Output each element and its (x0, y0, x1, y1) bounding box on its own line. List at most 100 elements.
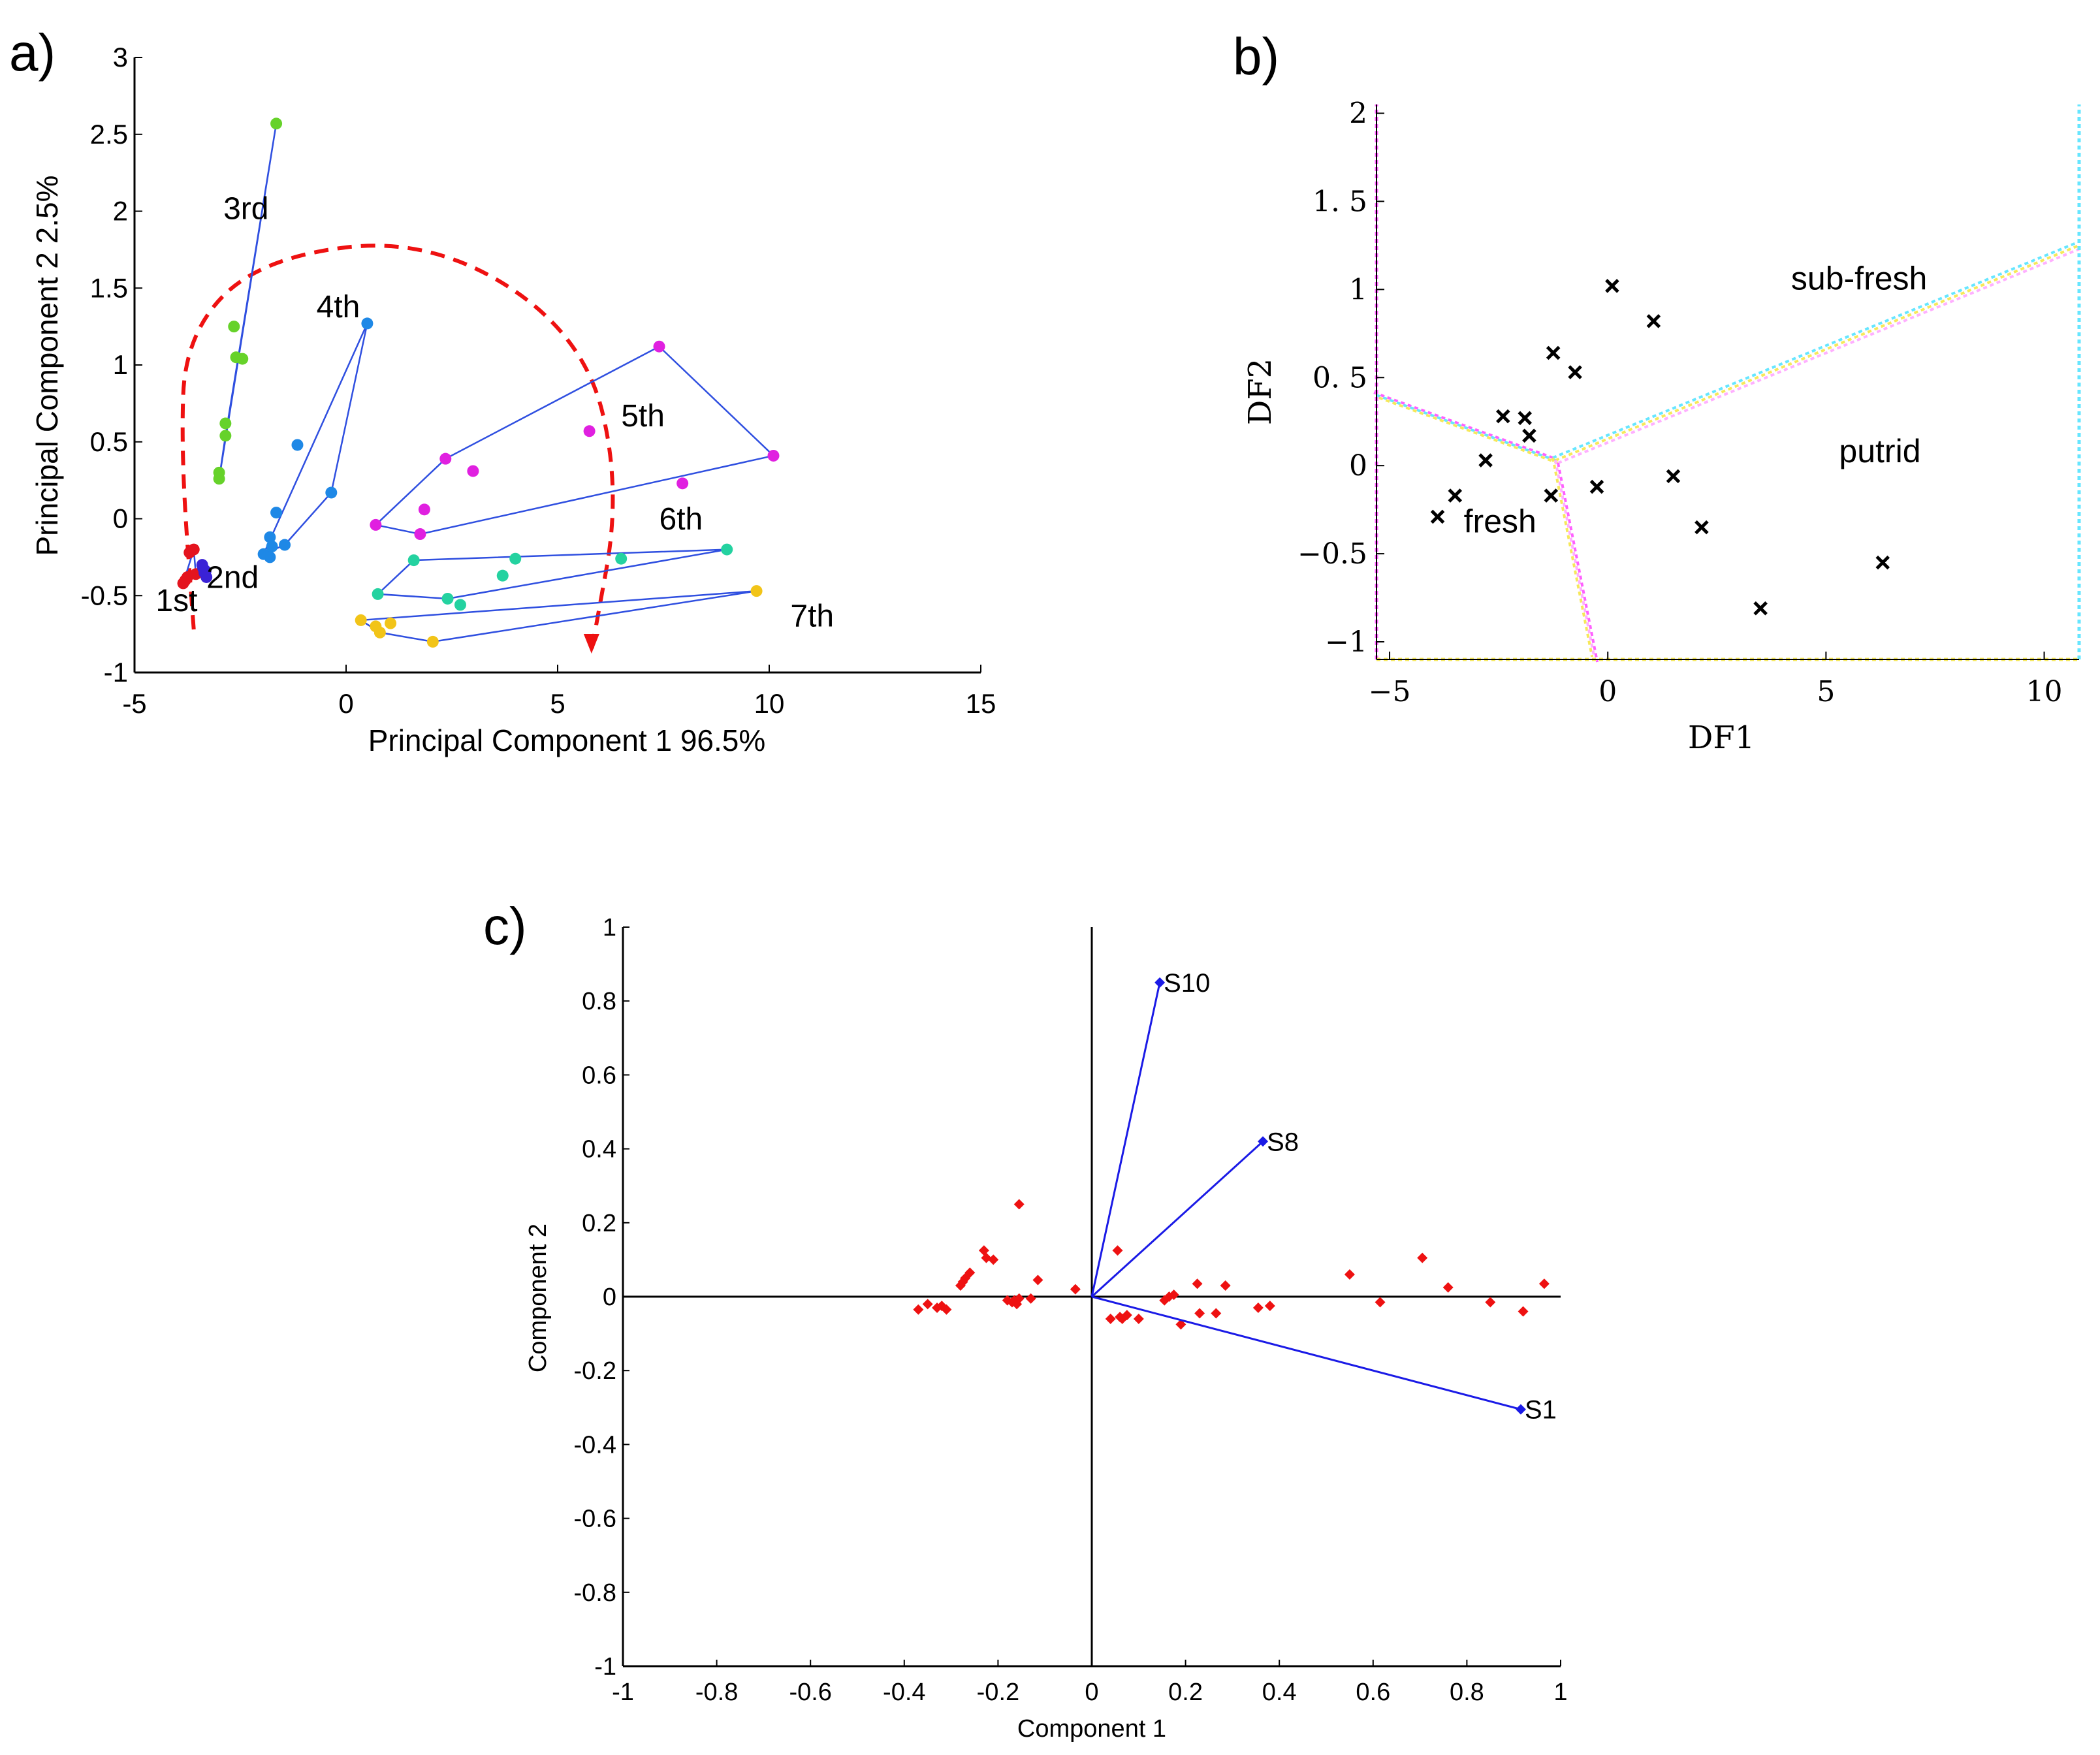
cross-marker (1478, 453, 1493, 467)
point-4th (264, 551, 276, 563)
panel-c-y-tick-label: 1 (603, 914, 616, 941)
point-5th (653, 340, 665, 353)
hull-5th (374, 345, 776, 535)
panel-b-ticks: −5 0 5 10 −1 −0.5 0 0. 5 1 1. 5 2 (1297, 97, 2079, 708)
point-6th (407, 554, 420, 567)
series-label-2nd: 2nd (206, 560, 259, 595)
class-label-fresh: fresh (1464, 503, 1536, 540)
cross-marker (1544, 488, 1559, 503)
panel-c-x-tick-label: 1 (1553, 1679, 1567, 1706)
cross-marker (1589, 479, 1604, 494)
panel-b-y-tick-label: 1 (1349, 273, 1367, 306)
panel-c-y-tick-label: 0.4 (582, 1136, 616, 1163)
cross-marker (1522, 428, 1536, 443)
cross-marker (1646, 314, 1661, 328)
series-label-4th: 4th (317, 290, 360, 324)
vector-line-S8 (1090, 1141, 1264, 1298)
hull-6th (375, 548, 727, 600)
point-5th (418, 503, 430, 516)
panel-c-y-tick-label: -0.6 (574, 1506, 616, 1533)
vector-line-S10 (1090, 982, 1161, 1297)
point-5th (414, 528, 426, 541)
point-5th (467, 465, 479, 477)
panel-c-ticks: -1 -0.8 -0.6 -0.4 -0.2 0 0.2 0.4 0.6 0.8 1 -1 -0.8 -0… (574, 914, 1568, 1706)
score-point (1133, 1313, 1144, 1324)
point-7th (374, 626, 386, 639)
class-label-putrid: putrid (1839, 433, 1920, 469)
panel-b-x-axis-label: DF1 (1688, 719, 1755, 756)
panel-a-x-tick-label: 15 (966, 688, 996, 719)
boundary-line (1373, 391, 1559, 464)
point-7th (426, 635, 439, 648)
panel-a-pca-scores: a) -5 0 5 10 15 -1 -0.5 0 0.5 1 1.5 2 2.5 3 1st 2nd 3rd… (9, 24, 996, 757)
point-6th (454, 599, 466, 611)
panel-c-x-tick-label: 0 (1085, 1679, 1098, 1706)
point-6th (509, 552, 522, 565)
class-label-sub-fresh: sub-fresh (1791, 260, 1927, 296)
panel-c-x-tick-label: -1 (612, 1679, 634, 1706)
cross-marker (1448, 488, 1463, 503)
point-4th (361, 317, 374, 330)
score-point (1112, 1245, 1123, 1256)
series-4th: 4th (257, 290, 374, 563)
panel-b-y-tick-label: −1 (1325, 625, 1367, 659)
panel-c-y-tick-label: 0.2 (582, 1210, 616, 1237)
vector-marker-S8 (1258, 1136, 1269, 1147)
boundary-stroke (1557, 247, 2082, 464)
panel-b-discriminant-plot: b) −5 0 5 10 −1 −0.5 0 0. 5 1 1. 5 2 fresh sub-fre… (1233, 27, 2082, 756)
panel-a-y-tick-label: -1 (104, 657, 128, 688)
panel-c-y-tick-label: 0 (603, 1284, 616, 1311)
boundary-stroke (1373, 391, 1553, 459)
panel-c-y-axis-label: Component 2 (524, 1224, 552, 1372)
panel-a-ticks: -5 0 5 10 15 -1 -0.5 0 0.5 1 1.5 2 2.5 3 (81, 42, 996, 719)
cross-marker (1430, 509, 1445, 524)
point-3rd (219, 417, 232, 430)
panel-c-x-tick-label: -0.8 (695, 1679, 738, 1706)
vector-label-S10: S10 (1164, 969, 1210, 998)
vector-label-S1: S1 (1525, 1396, 1557, 1425)
series-1st: 1st (155, 543, 202, 618)
score-point (1013, 1293, 1025, 1304)
point-5th (583, 425, 596, 437)
series-7th: 7th (355, 585, 834, 648)
point-3rd (270, 118, 283, 130)
point-5th (676, 477, 689, 490)
series-5th: 5th (370, 340, 780, 541)
point-4th (279, 539, 291, 551)
point-7th (750, 585, 763, 597)
panel-b-y-tick-label: 2 (1349, 97, 1367, 130)
panel-c-y-tick-label: -1 (594, 1653, 616, 1681)
point-5th (439, 452, 452, 465)
trend-arrowhead (583, 634, 599, 654)
panel-c-loading-vectors: S10 S8 S1 (1090, 969, 1557, 1425)
series-label-1st: 1st (155, 584, 197, 618)
point-1st (187, 543, 200, 556)
point-3rd (213, 473, 225, 485)
score-point (1538, 1278, 1550, 1289)
panel-a-x-tick-label: 5 (550, 688, 565, 719)
series-label-7th: 7th (790, 599, 834, 633)
trend-curve (180, 244, 615, 652)
panel-c-x-axis-label: Component 1 (1017, 1715, 1166, 1743)
point-5th (370, 518, 382, 531)
panel-c-points (913, 1199, 1550, 1330)
hull-3rd (218, 123, 278, 479)
territory-frame (1375, 104, 2081, 661)
boundary-stroke (1557, 462, 1599, 663)
vector-marker-S10 (1154, 977, 1166, 988)
panel-b-y-tick-label: 0 (1349, 449, 1367, 482)
panel-a-y-tick-label: 0 (113, 503, 128, 534)
point-3rd (228, 321, 240, 333)
score-point (1070, 1284, 1081, 1295)
panel-c-y-tick-label: -0.4 (574, 1431, 616, 1459)
panel-a-series: 1st 2nd 3rd 4th 5th 6th 7th (155, 118, 834, 648)
panel-a-x-tick-label: -5 (122, 688, 146, 719)
panel-c-y-tick-label: -0.8 (574, 1579, 616, 1607)
point-6th (441, 592, 454, 605)
panel-c-label: c) (483, 897, 527, 955)
point-3rd (219, 430, 232, 442)
panel-c-y-tick-label: -0.2 (574, 1357, 616, 1385)
point-6th (615, 552, 628, 565)
boundary-line (1551, 457, 1599, 663)
